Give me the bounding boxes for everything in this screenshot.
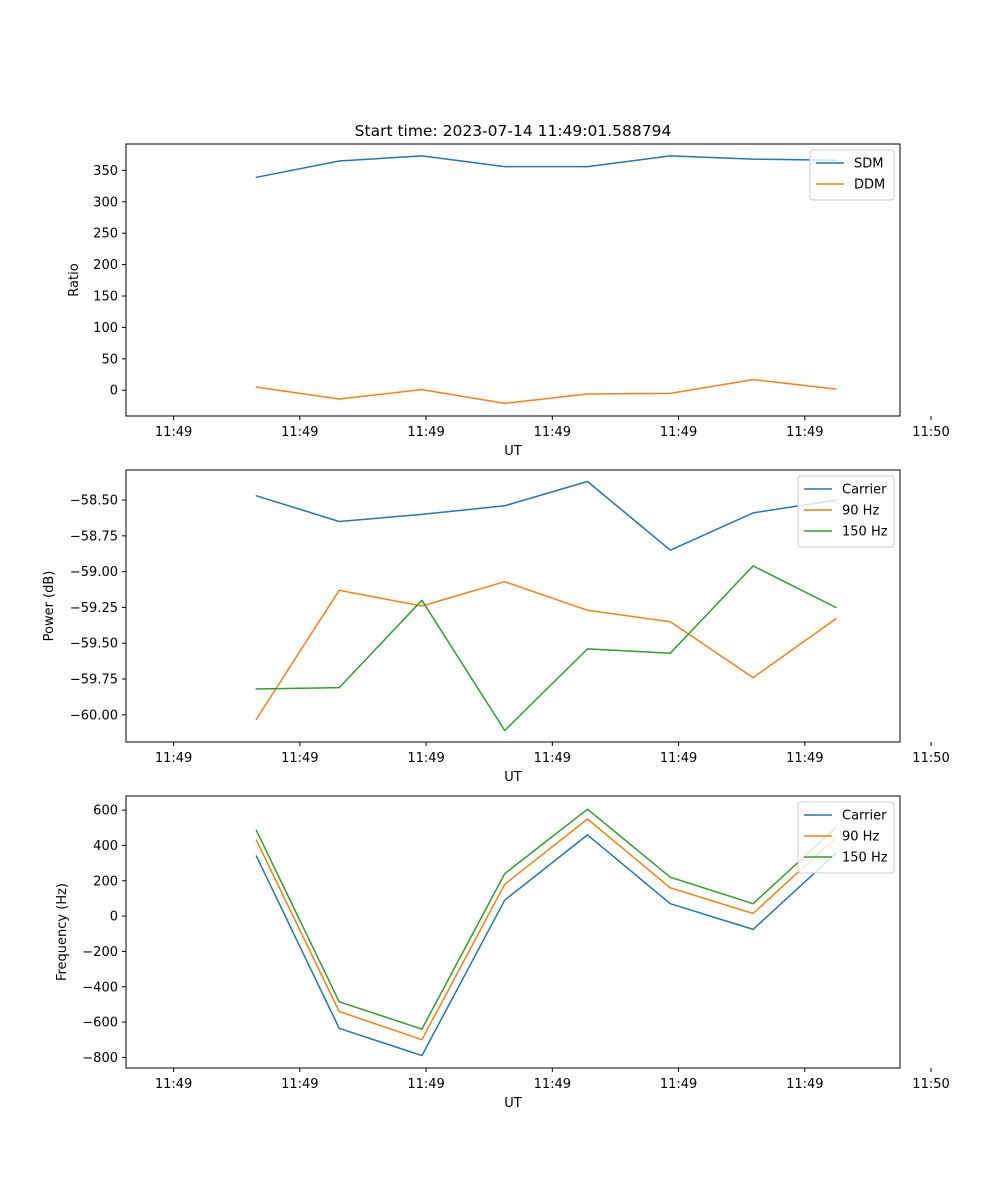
x-tick-label: 11:49 bbox=[660, 1077, 697, 1092]
plot-frame bbox=[125, 143, 901, 417]
series-line-90-hz bbox=[255, 818, 837, 1041]
y-tick-label: 600 bbox=[93, 804, 118, 819]
x-axis-label: UT bbox=[504, 1096, 522, 1111]
legend-label: 150 Hz bbox=[842, 851, 888, 866]
y-tick-label: 250 bbox=[93, 227, 118, 242]
y-tick-label: −400 bbox=[82, 980, 118, 995]
y-tick-label: 0 bbox=[110, 910, 118, 925]
x-tick-label: 11:49 bbox=[660, 425, 697, 440]
x-tick-label: 11:50 bbox=[912, 1077, 949, 1092]
y-tick-label: −60.00 bbox=[70, 708, 118, 723]
chart-panel-1: 11:49 11:49 11:49 11:49 11:49 11:49 11:50 0 50 10… bbox=[67, 122, 950, 459]
x-tick-label: 11:49 bbox=[407, 1077, 444, 1092]
legend: SDM DDM bbox=[809, 149, 895, 201]
chart-title: Start time: 2023-07-14 11:49:01.588794 bbox=[355, 122, 672, 140]
legend-label: Carrier bbox=[842, 483, 887, 498]
legend-box bbox=[797, 475, 895, 548]
chart-panel-2: 11:49 11:49 11:49 11:49 11:49 11:49 11:50 −58.5… bbox=[42, 469, 950, 785]
series-line-carrier bbox=[255, 480, 837, 551]
x-tick-label: 11:49 bbox=[407, 751, 444, 766]
y-tick-label: 50 bbox=[101, 352, 118, 367]
series-line-90-hz bbox=[255, 580, 837, 721]
legend-box bbox=[797, 801, 895, 874]
y-tick-label: −58.75 bbox=[70, 529, 118, 544]
x-tick-label: 11:49 bbox=[534, 1077, 571, 1092]
legend: Carrier 90 Hz 150 Hz bbox=[797, 801, 895, 874]
legend-label: 90 Hz bbox=[842, 830, 879, 845]
x-tick-label: 11:50 bbox=[912, 751, 949, 766]
series-line-150-hz bbox=[255, 565, 837, 732]
x-tick-label: 11:49 bbox=[155, 425, 192, 440]
x-tick-label: 11:49 bbox=[786, 751, 823, 766]
y-tick-label: 200 bbox=[93, 258, 118, 273]
x-tick-label: 11:49 bbox=[786, 425, 823, 440]
y-tick-label: 0 bbox=[110, 384, 118, 399]
x-tick-label: 11:49 bbox=[534, 425, 571, 440]
plot-frame bbox=[125, 795, 901, 1069]
y-tick-label: 350 bbox=[93, 164, 118, 179]
y-axis-label: Power (dB) bbox=[42, 571, 57, 642]
y-tick-label: −59.00 bbox=[70, 565, 118, 580]
y-tick-label: 100 bbox=[93, 321, 118, 336]
plot-frame bbox=[125, 469, 901, 743]
legend-label: SDM bbox=[854, 157, 883, 172]
x-tick-label: 11:49 bbox=[155, 1077, 192, 1092]
y-tick-label: −600 bbox=[82, 1016, 118, 1031]
x-tick-label: 11:49 bbox=[407, 425, 444, 440]
x-tick-label: 11:49 bbox=[281, 751, 318, 766]
series-line-ddm bbox=[255, 378, 837, 405]
y-tick-label: 400 bbox=[93, 839, 118, 854]
x-tick-label: 11:49 bbox=[786, 1077, 823, 1092]
y-tick-label: 150 bbox=[93, 290, 118, 305]
legend-label: 150 Hz bbox=[842, 525, 888, 540]
chart-panel-3: 11:49 11:49 11:49 11:49 11:49 11:49 11:50 600 40… bbox=[55, 795, 950, 1111]
y-tick-label: −59.50 bbox=[70, 637, 118, 652]
series-line-150-hz bbox=[255, 808, 837, 1030]
legend-label: DDM bbox=[854, 178, 885, 193]
x-tick-label: 11:49 bbox=[534, 751, 571, 766]
legend-label: 90 Hz bbox=[842, 504, 879, 519]
x-tick-label: 11:49 bbox=[281, 1077, 318, 1092]
x-tick-label: 11:49 bbox=[155, 751, 192, 766]
y-tick-label: −200 bbox=[82, 945, 118, 960]
x-tick-label: 11:50 bbox=[912, 425, 949, 440]
y-tick-label: 300 bbox=[93, 195, 118, 210]
y-tick-label: −800 bbox=[82, 1051, 118, 1066]
x-axis-label: UT bbox=[504, 770, 522, 785]
x-axis-label: UT bbox=[504, 444, 522, 459]
x-tick-label: 11:49 bbox=[660, 751, 697, 766]
y-tick-label: −59.75 bbox=[70, 673, 118, 688]
y-tick-label: −58.50 bbox=[70, 494, 118, 509]
series-line-carrier bbox=[255, 834, 837, 1057]
series-line-sdm bbox=[255, 155, 837, 179]
y-axis-label: Ratio bbox=[67, 263, 82, 296]
x-tick-label: 11:49 bbox=[281, 425, 318, 440]
y-axis-label: Frequency (Hz) bbox=[55, 883, 70, 981]
legend: Carrier 90 Hz 150 Hz bbox=[797, 475, 895, 548]
y-tick-label: −59.25 bbox=[70, 601, 118, 616]
legend-label: Carrier bbox=[842, 809, 887, 824]
y-tick-label: 200 bbox=[93, 874, 118, 889]
